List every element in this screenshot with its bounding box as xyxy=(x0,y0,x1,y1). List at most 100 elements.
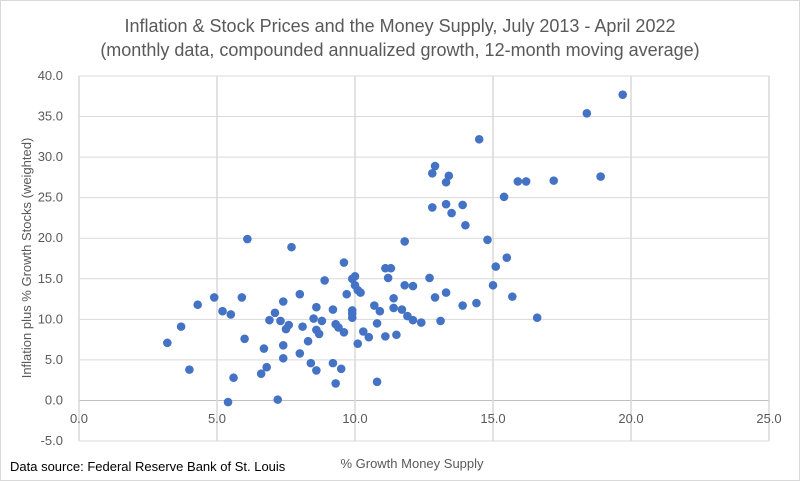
data-point xyxy=(295,349,305,358)
data-point xyxy=(284,320,294,330)
data-point xyxy=(226,310,236,319)
data-point xyxy=(256,369,266,378)
data-point xyxy=(372,377,382,387)
data-point xyxy=(427,169,437,178)
data-source-note: Data source: Federal Reserve Bank of St.… xyxy=(10,459,286,474)
data-point xyxy=(306,358,316,368)
data-point xyxy=(386,263,396,273)
y-tick-label: -5.0 xyxy=(41,433,63,448)
data-point xyxy=(331,379,340,388)
data-point xyxy=(356,288,365,297)
x-tick-label: 25.0 xyxy=(756,411,781,426)
y-tick-label: 5.0 xyxy=(45,352,63,367)
data-point xyxy=(408,315,418,325)
data-point xyxy=(347,313,357,323)
data-point xyxy=(176,322,186,331)
data-point xyxy=(508,292,517,301)
data-point xyxy=(262,362,271,372)
data-point xyxy=(441,177,451,187)
data-point xyxy=(400,280,409,290)
data-point xyxy=(488,280,498,290)
data-point xyxy=(389,303,398,313)
y-tick-label: 35.0 xyxy=(38,109,63,124)
y-tick-label: 20.0 xyxy=(38,230,63,245)
data-point xyxy=(273,395,283,404)
data-point xyxy=(163,338,172,348)
data-point xyxy=(339,258,349,267)
chart-title-line2: (monthly data, compounded annualized gro… xyxy=(100,40,700,60)
x-tick-label: 20.0 xyxy=(618,411,643,426)
y-tick-label: 25.0 xyxy=(38,190,63,205)
data-point xyxy=(408,281,418,291)
data-point xyxy=(339,328,349,337)
data-point xyxy=(193,300,202,310)
data-point xyxy=(278,340,288,350)
data-point xyxy=(295,289,305,299)
data-point xyxy=(336,364,346,374)
data-point xyxy=(312,366,321,375)
data-point xyxy=(276,316,285,326)
data-point xyxy=(218,306,227,316)
data-point xyxy=(441,199,451,209)
data-point xyxy=(513,177,523,186)
data-point xyxy=(353,339,363,348)
data-point xyxy=(243,234,252,244)
data-point xyxy=(502,253,512,262)
data-point xyxy=(287,242,296,252)
chart-title-line1: Inflation & Stock Prices and the Money S… xyxy=(124,16,676,36)
data-point xyxy=(209,293,219,302)
data-point xyxy=(491,262,501,271)
x-tick-label: 0.0 xyxy=(70,411,88,426)
data-point xyxy=(425,273,434,283)
data-point xyxy=(447,208,456,218)
x-tick-label: 10.0 xyxy=(342,411,367,426)
data-point xyxy=(430,293,440,302)
data-point xyxy=(303,336,313,346)
data-point xyxy=(342,289,352,299)
data-point xyxy=(458,200,467,210)
data-point xyxy=(397,305,407,314)
data-point xyxy=(430,161,440,171)
data-point xyxy=(427,203,437,212)
data-point xyxy=(278,297,288,306)
data-point xyxy=(372,319,382,328)
data-point xyxy=(185,365,194,374)
y-axis-title: Inflation plus % Growth Stocks (weighted… xyxy=(19,138,34,379)
data-point xyxy=(278,353,288,363)
data-point xyxy=(298,322,307,331)
data-point xyxy=(309,314,318,323)
data-point xyxy=(328,358,338,368)
data-point xyxy=(317,316,327,326)
data-point xyxy=(259,344,269,353)
x-tick-label: 15.0 xyxy=(480,411,505,426)
data-point xyxy=(521,177,531,186)
data-point xyxy=(240,334,249,344)
data-point xyxy=(350,272,360,281)
y-tick-label: 40.0 xyxy=(38,68,63,83)
data-point xyxy=(483,235,492,245)
data-point xyxy=(314,329,324,339)
y-tick-label: 10.0 xyxy=(38,311,63,326)
data-point xyxy=(400,237,409,246)
data-point xyxy=(334,323,343,332)
data-point xyxy=(383,273,393,283)
data-point xyxy=(458,301,467,310)
data-point xyxy=(223,397,233,407)
data-point xyxy=(237,293,247,302)
data-point xyxy=(229,373,238,383)
data-point xyxy=(389,293,398,303)
y-tick-label: 30.0 xyxy=(38,149,63,164)
data-point xyxy=(499,192,509,202)
data-point xyxy=(474,134,484,144)
data-point xyxy=(375,306,385,316)
data-point xyxy=(461,220,470,230)
data-point xyxy=(472,298,481,308)
data-point xyxy=(320,276,329,285)
data-point xyxy=(381,332,390,341)
data-point xyxy=(582,109,592,118)
data-point xyxy=(532,313,542,323)
data-point xyxy=(596,172,605,181)
data-point xyxy=(441,288,451,297)
data-point xyxy=(265,315,274,325)
